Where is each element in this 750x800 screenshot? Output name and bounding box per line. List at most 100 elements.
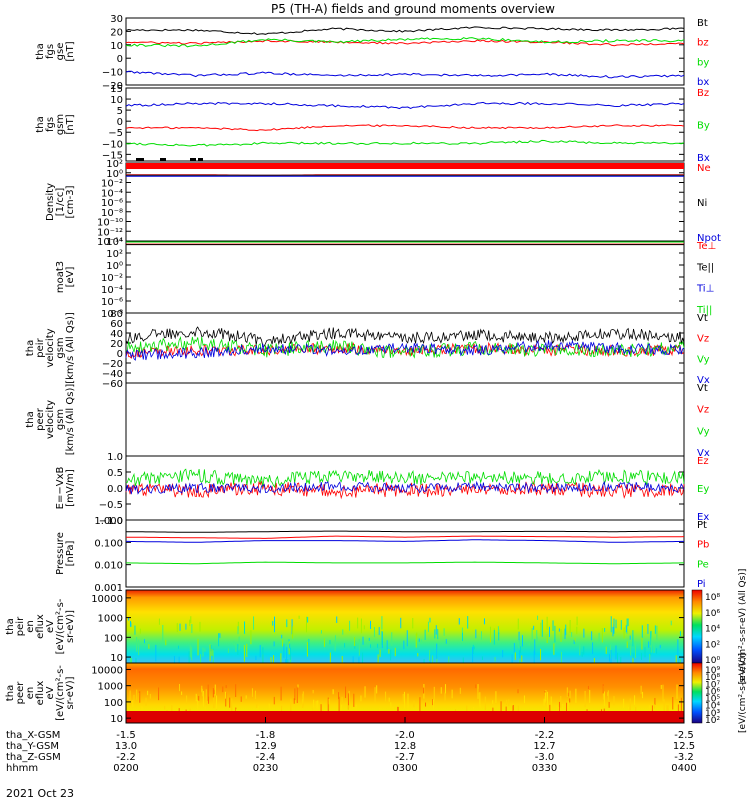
y-tick-label: −60	[102, 379, 123, 390]
panel-frame	[125, 455, 685, 521]
legend-entry: Pb	[697, 540, 709, 551]
y-axis-label-line: peir	[15, 616, 26, 636]
figure-title: P5 (TH-A) fields and ground moments over…	[271, 2, 555, 16]
y-axis-label-line: eV	[45, 686, 56, 699]
series-line-bz	[125, 39, 685, 47]
y-tick-label: −0.5	[99, 500, 123, 511]
panel-frame	[125, 519, 685, 588]
legend-entry: Bt	[697, 18, 708, 29]
x-row-value: -3.0	[535, 752, 555, 763]
y-axis-label-line: velocity	[45, 400, 56, 439]
y-tick-label: 0.100	[94, 538, 123, 549]
panel-6: tha peer velocity gsm [km/s (All Qs)] Vt Vz Vy V…	[25, 382, 710, 459]
y-tick-label: 100	[104, 698, 123, 709]
y-axis-label: Density [1/cc] [cm-3]	[45, 183, 76, 221]
y-axis-label-line: tha	[25, 411, 36, 427]
panel-frame	[125, 382, 685, 457]
y-tick-label: 10	[110, 41, 123, 52]
y-tick-label: 10⁻⁶	[101, 297, 123, 308]
y-axis-label-line: gse	[55, 43, 66, 61]
mode-bar	[126, 163, 684, 169]
y-axis-label-line: Density	[45, 183, 56, 221]
x-row-value: 13.0	[115, 741, 137, 752]
y-axis-label: tha peer velocity gsm [km/s (All Qs)]	[25, 384, 76, 456]
legend-entry: Te⊥	[696, 241, 716, 252]
legend-entry: Vt	[697, 383, 708, 394]
x-row-value: -2.2	[535, 730, 555, 741]
colorbar-units: [eV/(cm²-s-sr-eV) (All Qs)]	[738, 569, 748, 685]
legend-entry: Vx	[697, 448, 710, 459]
y-tick-label: 10²	[106, 159, 123, 170]
series-line-Bx	[125, 101, 685, 110]
series-line-Vx	[125, 339, 685, 361]
series-line-Ey	[125, 468, 685, 489]
legend-entry: Vz	[697, 334, 709, 345]
y-tick-label: −10	[102, 139, 123, 150]
y-tick-label: 0.0	[107, 484, 123, 495]
legend-entry: Ey	[697, 484, 709, 495]
x-row-value: -2.7	[395, 752, 415, 763]
y-axis-label-line: tha	[25, 340, 36, 356]
y-tick-label: 10⁻⁶	[101, 198, 123, 209]
legend-entry: By	[697, 121, 710, 132]
colorbar-label: 10⁹	[705, 666, 720, 676]
x-row-value: 12.5	[673, 741, 695, 752]
y-tick-label: 80	[110, 309, 123, 320]
legend-entry: Vy	[697, 426, 710, 437]
y-tick-label: 10⁻⁸	[101, 208, 123, 219]
y-axis-label-line: [nPa]	[65, 540, 76, 566]
y-tick-label: 0.001	[94, 583, 123, 594]
legend-entry: Ez	[697, 456, 709, 467]
y-tick-label: 1.000	[94, 516, 123, 527]
y-axis-label-line: eflux	[35, 681, 46, 706]
y-tick-label: 10000	[91, 665, 123, 676]
y-tick-label: 40	[110, 329, 123, 340]
legend-entry: Vz	[697, 405, 709, 416]
y-axis-label-line: tha	[35, 116, 46, 132]
y-axis-label-line: [eV/(cm²-s-	[55, 598, 66, 654]
series-line-Bt	[125, 26, 685, 36]
x-row-label: tha_Y-GSM	[6, 741, 59, 752]
legend-entry: Ti⊥	[696, 284, 714, 295]
y-axis-label-line: [cm-3]	[65, 185, 76, 218]
x-row-label: tha_X-GSM	[6, 730, 60, 741]
series-line-Pt	[126, 530, 684, 533]
y-axis-label-line: tha	[5, 685, 16, 701]
series-line-Bz	[125, 124, 685, 132]
panel-frame	[125, 17, 685, 86]
y-tick-label: 0	[117, 117, 123, 128]
y-tick-label: −20	[102, 81, 123, 92]
y-axis-label-line: eflux	[35, 614, 46, 639]
spectrogram-ion	[126, 590, 684, 663]
y-axis-label-line: [mV/m]	[65, 469, 76, 507]
colorbar-label: 10³	[705, 709, 720, 719]
y-axis-label: E=−VxB [mV/m]	[55, 467, 76, 510]
legend-entry: Bz	[697, 88, 709, 99]
y-axis-label: tha peer en eflux eV [eV/(cm²-s-sr-eV)]	[5, 665, 76, 721]
x-row-value: 0330	[532, 763, 557, 774]
y-axis-label-line: Pressure	[55, 532, 66, 575]
legend-entry: bz	[697, 38, 709, 49]
date-label: 2021 Oct 23	[6, 787, 74, 800]
y-axis-label-line: eV	[45, 620, 56, 633]
y-tick-label: 0	[117, 349, 123, 360]
y-tick-label: 1000	[98, 614, 123, 625]
y-tick-label: 100	[104, 633, 123, 644]
series-line-Vt	[125, 326, 685, 347]
y-tick-label: 1.0	[107, 452, 123, 463]
y-axis-label-line: peer	[15, 681, 26, 705]
legend-entry: Pt	[697, 520, 707, 531]
y-tick-label: 20	[110, 27, 123, 38]
panel-frame	[125, 240, 685, 314]
colorbar-units-text: [eV/(cm²-s-sr-eV)]	[738, 653, 748, 733]
legend-entry: Bx	[697, 153, 710, 164]
y-tick-label: 30	[110, 14, 123, 25]
y-axis-label: tha fgs gsm [nT]	[35, 114, 76, 135]
y-tick-label: 20	[110, 339, 123, 350]
